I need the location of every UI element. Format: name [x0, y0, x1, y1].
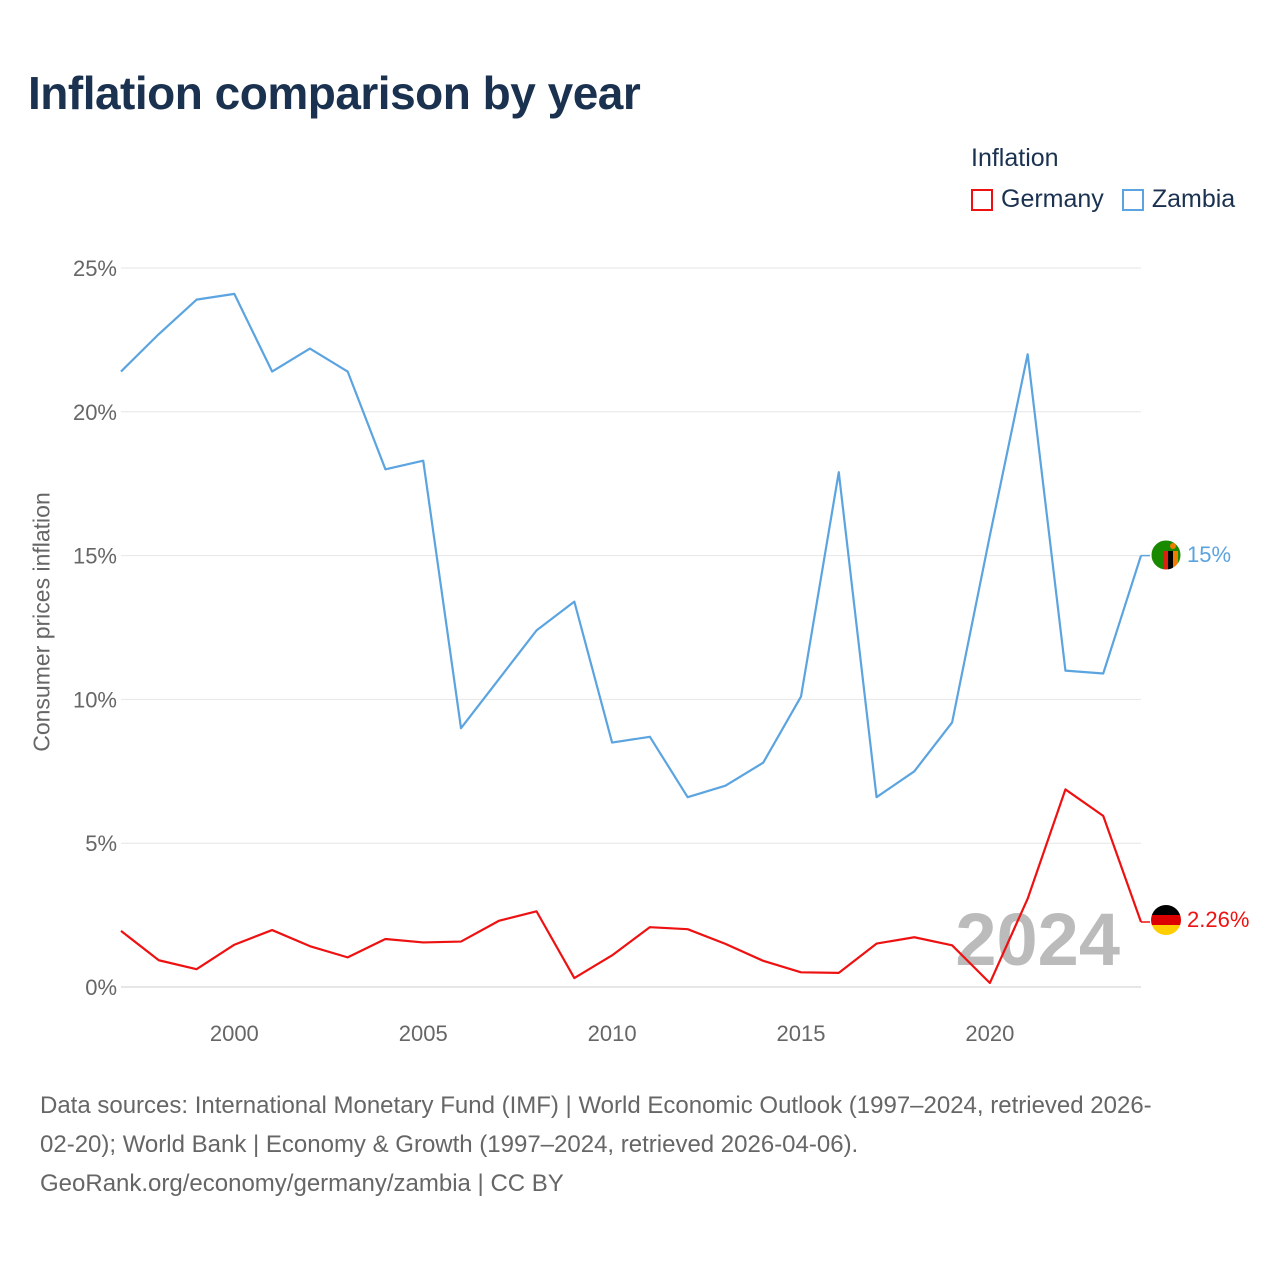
credit-link[interactable]: GeoRank.org/economy/germany/zambia | CC …	[40, 1170, 564, 1197]
y-tick-label: 10%	[73, 687, 117, 712]
line-chart: 0% 5% 10% 15% 20% 25% 2000 2005 2010 2015 2020 20…	[73, 256, 1249, 1046]
germany-flag-icon	[1151, 905, 1181, 935]
legend-item-zambia[interactable]: Zambia	[1121, 185, 1236, 214]
legend-label-zambia: Zambia	[1151, 185, 1236, 213]
y-axis-ticks: 0% 5% 10% 15% 20% 25%	[73, 256, 117, 1000]
chart-title: Inflation comparison by year	[28, 67, 641, 119]
footer: Data sources: International Monetary Fun…	[40, 1086, 1250, 1203]
legend-swatch-germany	[971, 188, 993, 211]
y-tick-label: 0%	[85, 975, 117, 1000]
y-tick-label: 20%	[73, 400, 117, 425]
legend: Germany Zambia	[971, 185, 1235, 214]
y-tick-label: 5%	[85, 831, 117, 856]
x-tick-label: 2020	[965, 1021, 1014, 1046]
germany-end-label: 2.26%	[1187, 907, 1249, 932]
x-tick-label: 2010	[588, 1021, 637, 1046]
legend-item-germany[interactable]: Germany	[971, 185, 1104, 214]
year-watermark: 2024	[955, 898, 1120, 981]
sources-line-2: 02-20); World Bank | Economy & Growth (1…	[40, 1131, 859, 1158]
x-tick-label: 2015	[777, 1021, 826, 1046]
series-line-germany[interactable]	[120, 788, 1143, 985]
zambia-end-label: 15%	[1187, 542, 1231, 567]
grid-lines	[121, 267, 1141, 988]
x-tick-label: 2000	[210, 1021, 259, 1046]
zambia-flag-icon	[1151, 540, 1181, 570]
series-line-zambia[interactable]	[120, 292, 1143, 799]
y-tick-label: 25%	[73, 256, 117, 281]
series-lines	[120, 292, 1150, 985]
y-tick-label: 15%	[73, 544, 117, 569]
legend-label-germany: Germany	[1001, 185, 1104, 213]
legend-swatch-zambia	[1121, 188, 1144, 211]
sources-line-1: Data sources: International Monetary Fun…	[40, 1092, 1152, 1119]
x-axis-ticks: 2000 2005 2010 2015 2020	[210, 1021, 1015, 1046]
legend-title: Inflation	[971, 144, 1059, 172]
x-tick-label: 2005	[399, 1021, 448, 1046]
